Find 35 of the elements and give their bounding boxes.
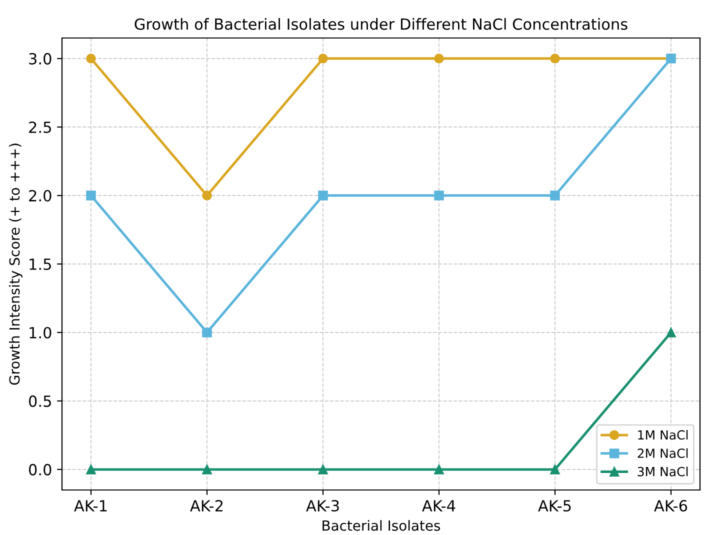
point bbox=[202, 464, 212, 474]
x-axis-title: Bacterial Isolates bbox=[322, 520, 440, 531]
y-tick-label: 3.0 bbox=[29, 53, 52, 65]
point bbox=[318, 190, 328, 200]
legend-label: 3M NaCl bbox=[638, 466, 688, 476]
point bbox=[202, 190, 212, 200]
x-tick-label: AK-4 bbox=[422, 500, 456, 512]
point bbox=[202, 328, 212, 338]
x-tick-label: AK-1 bbox=[74, 500, 107, 512]
x-tick-label: AK-5 bbox=[538, 500, 571, 512]
x-tick-label: AK-6 bbox=[654, 500, 688, 512]
point bbox=[550, 190, 560, 200]
x-tick-label: AK-2 bbox=[190, 500, 223, 512]
x-tick-label: AK-3 bbox=[306, 500, 339, 512]
y-tick-label: 2.0 bbox=[29, 190, 52, 202]
point bbox=[434, 464, 444, 474]
point bbox=[434, 54, 444, 64]
point bbox=[434, 190, 444, 200]
legend-label: 1M NaCl bbox=[638, 430, 688, 440]
point bbox=[86, 464, 96, 474]
point bbox=[318, 54, 328, 64]
point bbox=[86, 54, 96, 64]
legend-label: 2M NaCl bbox=[638, 448, 688, 458]
chart-title: Growth of Bacterial Isolates under Different NaCl Concentrations bbox=[134, 18, 628, 30]
point bbox=[550, 464, 560, 474]
y-tick-label: 1.5 bbox=[30, 258, 51, 270]
y-tick-label: 2.5 bbox=[29, 121, 51, 134]
point bbox=[86, 190, 96, 200]
point bbox=[318, 464, 328, 474]
y-tick-label: 0.0 bbox=[28, 464, 52, 476]
y-axis-title: Growth Intensity Score (+ to +++) bbox=[8, 144, 22, 385]
point bbox=[550, 54, 560, 64]
point bbox=[666, 328, 676, 338]
y-tick-label: 1.0 bbox=[30, 326, 52, 339]
y-tick-label: 0.5 bbox=[28, 395, 51, 407]
